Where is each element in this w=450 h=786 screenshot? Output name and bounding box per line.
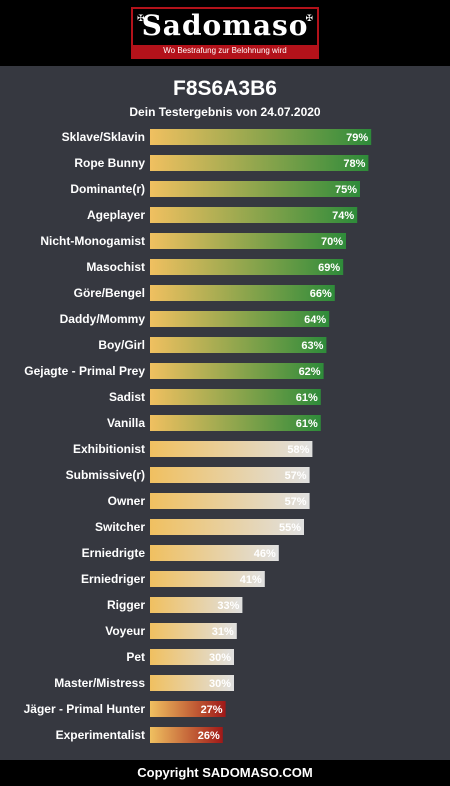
results-bar-chart: Sklave/Sklavin 79% Rope Bunny 78% Dominante(… — [24, 129, 372, 743]
category-label: Owner — [108, 494, 146, 508]
result-bar — [150, 701, 226, 717]
value-label: 66% — [310, 288, 332, 300]
value-label: 74% — [332, 210, 354, 222]
result-bar — [150, 571, 265, 587]
category-label: Vanilla — [107, 416, 145, 430]
category-label: Submissive(r) — [66, 468, 145, 482]
category-label: Exhibitionist — [73, 442, 145, 456]
site-logo[interactable]: ✠ ✠ Sadomaso Wo Bestrafung zur Belohnung… — [131, 7, 319, 59]
result-bar — [150, 259, 344, 275]
result-bar — [150, 597, 243, 613]
category-label: Sklave/Sklavin — [62, 130, 145, 144]
result-bar — [150, 155, 369, 171]
value-label: 62% — [299, 366, 321, 378]
result-bar — [150, 363, 324, 379]
value-label: 57% — [285, 470, 307, 482]
value-label: 69% — [318, 262, 340, 274]
value-label: 78% — [343, 158, 365, 170]
category-label: Rigger — [107, 598, 145, 612]
category-label: Boy/Girl — [98, 338, 145, 352]
value-label: 61% — [296, 418, 318, 430]
category-label: Experimentalist — [56, 728, 145, 742]
result-bar — [150, 493, 310, 509]
result-bar — [150, 233, 346, 249]
result-bar — [150, 545, 279, 561]
value-label: 30% — [209, 678, 231, 690]
result-bar — [150, 389, 321, 405]
result-bar — [150, 519, 304, 535]
result-bar — [150, 285, 335, 301]
result-bar — [150, 467, 310, 483]
result-title: F8S6A3B6 — [173, 77, 277, 100]
value-label: 55% — [279, 522, 301, 534]
value-label: 30% — [209, 652, 231, 664]
category-label: Switcher — [95, 520, 145, 534]
result-bar — [150, 181, 360, 197]
value-label: 58% — [287, 444, 309, 456]
category-label: Jäger - Primal Hunter — [24, 702, 146, 716]
result-bar — [150, 129, 372, 145]
logo-text: Sadomaso — [141, 9, 309, 42]
value-label: 61% — [296, 392, 318, 404]
category-label: Masochist — [86, 260, 145, 274]
cross-icon: ✠ — [305, 13, 313, 23]
result-bar — [150, 207, 358, 223]
result-bar — [150, 623, 237, 639]
category-label: Nicht-Monogamist — [40, 234, 145, 248]
category-label: Master/Mistress — [54, 676, 145, 690]
value-label: 63% — [301, 340, 323, 352]
category-label: Gejagte - Primal Prey — [24, 364, 145, 378]
value-label: 33% — [217, 600, 239, 612]
value-label: 57% — [285, 496, 307, 508]
value-label: 75% — [335, 184, 357, 196]
category-label: Pet — [126, 650, 145, 664]
result-bar — [150, 441, 313, 457]
header-bar: ✠ ✠ Sadomaso Wo Bestrafung zur Belohnung… — [0, 0, 450, 66]
category-label: Erniedrigte — [82, 546, 146, 560]
value-label: 70% — [321, 236, 343, 248]
result-bar — [150, 675, 234, 691]
category-label: Ageplayer — [87, 208, 145, 222]
cross-icon: ✠ — [137, 13, 145, 23]
value-label: 46% — [254, 548, 276, 560]
value-label: 41% — [240, 574, 262, 586]
result-bar — [150, 311, 330, 327]
result-bar — [150, 649, 234, 665]
result-bar — [150, 727, 223, 743]
logo-tagline: Wo Bestrafung zur Belohnung wird — [133, 45, 317, 57]
value-label: 79% — [346, 132, 368, 144]
category-label: Erniedriger — [81, 572, 145, 586]
category-label: Daddy/Mommy — [60, 312, 146, 326]
category-label: Dominante(r) — [70, 182, 145, 196]
result-subtitle: Dein Testergebnis von 24.07.2020 — [129, 105, 321, 119]
category-label: Sadist — [109, 390, 145, 404]
result-bar — [150, 337, 327, 353]
category-label: Rope Bunny — [74, 156, 145, 170]
value-label: 26% — [198, 730, 220, 742]
copyright-footer: Copyright SADOMASO.COM — [0, 760, 450, 786]
value-label: 31% — [212, 626, 234, 638]
category-label: Göre/Bengel — [74, 286, 145, 300]
result-bar — [150, 415, 321, 431]
value-label: 64% — [304, 314, 326, 326]
value-label: 27% — [201, 704, 223, 716]
category-label: Voyeur — [105, 624, 145, 638]
